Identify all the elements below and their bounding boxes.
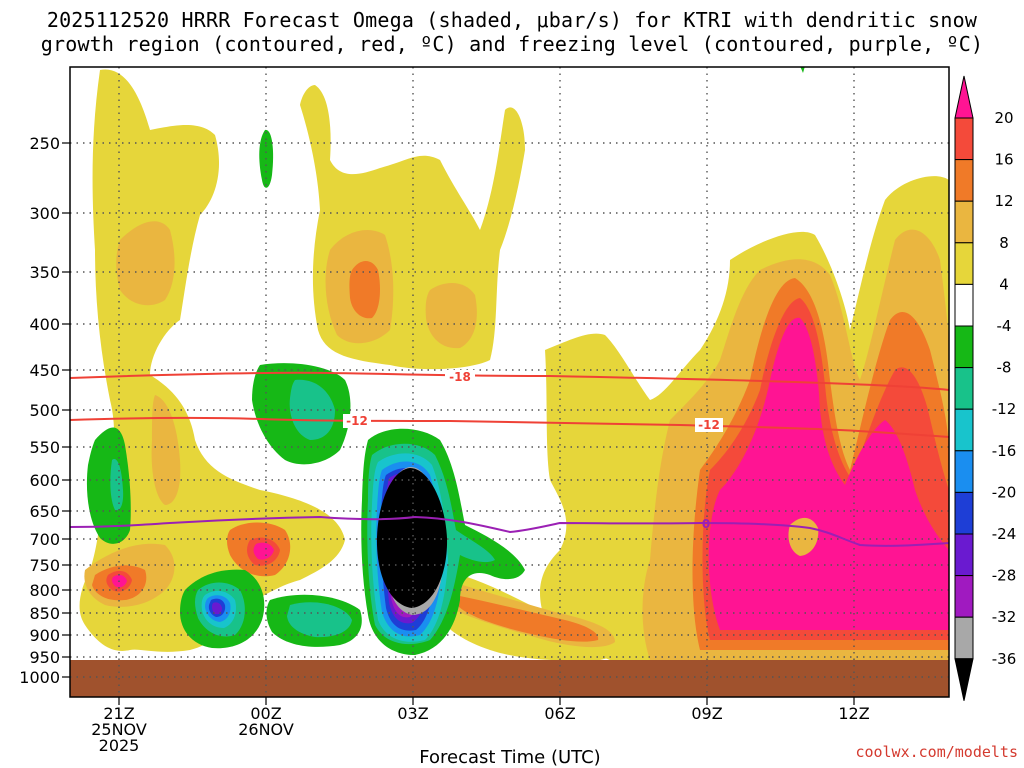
colorbar-label-8: -16: [992, 442, 1017, 460]
omega-region-black-core: [376, 468, 448, 608]
y-tick-label-500: 500: [29, 401, 60, 420]
contour-line-freezing-level: [69, 515, 950, 547]
x-tick-label-36-line-1: 12Z: [838, 704, 869, 723]
omega-region-gold-left-mid: [151, 395, 181, 505]
colorbar-label-5: -4: [997, 317, 1012, 335]
y-tick-label-250: 250: [29, 134, 60, 153]
colorbar-label-10: -24: [992, 525, 1017, 543]
contour-label-minus-18: -18: [449, 370, 471, 384]
colorbar-segment-2: [954, 159, 974, 202]
contour-label-minus-12-a: -12: [346, 414, 368, 428]
y-tick-label-1000: 1000: [19, 668, 60, 687]
colorbar-label-12: -32: [992, 608, 1017, 626]
y-tick-label-800: 800: [29, 581, 60, 600]
y-tick-label-850: 850: [29, 604, 60, 623]
plot-frame: [69, 66, 950, 698]
y-tick-label-300: 300: [29, 204, 60, 223]
omega-region-green-left: [86, 427, 131, 544]
colorbar-segment-3: [954, 200, 974, 244]
y-tick-label-400: 400: [29, 315, 60, 334]
omega-region-yellow-left: [79, 69, 346, 652]
colorbar-segment-8: [954, 408, 974, 452]
chart-title-line-1: 2025112520 HRRR Forecast Omega (shaded, …: [46, 8, 978, 32]
omega-region-gold-upper-left: [116, 221, 175, 306]
omega-region-magenta-right: [708, 317, 949, 630]
contour-label-freezing-level: 0: [702, 517, 710, 531]
y-tick-label-900: 900: [29, 626, 60, 645]
ground-below-surface: [70, 660, 949, 697]
colorbar-segment-9: [954, 450, 974, 493]
omega-region-teal-mid-upper: [289, 379, 335, 440]
colorbar-label-6: -8: [997, 359, 1012, 377]
y-tick-label-650: 650: [29, 502, 60, 521]
colorbar-segment-bottom: [954, 658, 974, 701]
chart-title-line-2: growth region (contoured, red, ºC) and f…: [40, 32, 984, 56]
y-tick-label-350: 350: [29, 263, 60, 282]
colorbar-segment-10: [954, 491, 974, 535]
colorbar-label-11: -28: [992, 567, 1017, 585]
x-tick-label-21-line-3: 2025: [99, 736, 140, 755]
omega-region-purple-lower-left: [211, 602, 222, 615]
y-tick-label-600: 600: [29, 471, 60, 490]
x-tick-label-24-line-1: 00Z: [250, 704, 281, 723]
colorbar-segment-5: [954, 283, 974, 327]
colorbar-segment-12: [954, 575, 974, 618]
colorbar-segment-1: [954, 117, 974, 161]
omega-region-teal-lower-mid: [287, 602, 352, 638]
contours: [69, 371, 950, 547]
contour-line-minus-12: [69, 416, 950, 438]
colorbar: 20 16 12 8 4 -4 -8 -12 -16 -20 -24 -28 -32 -36: [954, 75, 1017, 701]
y-tick-label-950: 950: [29, 648, 60, 667]
y-tick-label-750: 750: [29, 556, 60, 575]
x-tick-label-21-line-1: 21Z: [103, 704, 134, 723]
contour-label-minus-12-b: -12: [698, 418, 720, 432]
chart-title: 2025112520 HRRR Forecast Omega (shaded, …: [0, 8, 1024, 56]
colorbar-segment-11: [954, 533, 974, 577]
omega-region-orange-mid-bottom: [455, 595, 599, 642]
colorbar-segment-13: [954, 616, 974, 660]
contour-labels: -18 -12 -12 0: [343, 370, 723, 531]
colorbar-label-4: 4: [999, 275, 1009, 293]
colorbar-label-3: 8: [999, 234, 1009, 252]
contour-label-box-minus-18: [445, 370, 475, 384]
x-tick-label-27-line-1: 03Z: [397, 704, 428, 723]
y-tick-label-700: 700: [29, 530, 60, 549]
colorbar-label-2: 12: [994, 192, 1013, 210]
contour-line-minus-18: [69, 371, 950, 391]
omega-region-magenta-mid-low: [253, 542, 274, 560]
colorbar-segment-6: [954, 325, 974, 369]
credit-link[interactable]: coolwx.com/modelts: [855, 743, 1018, 761]
x-tick-label-30-line-1: 06Z: [544, 704, 575, 723]
colorbar-segment-4: [954, 242, 974, 285]
colorbar-label-7: -12: [992, 400, 1017, 418]
y-tick-label-550: 550: [29, 438, 60, 457]
omega-region-orange-upper: [349, 261, 380, 319]
contour-label-box-minus-12-a: [343, 414, 371, 428]
x-tick-label-33-line-1: 09Z: [691, 704, 722, 723]
gridlines: [70, 67, 949, 697]
contour-label-box-minus-12-b: [695, 418, 723, 432]
colorbar-segment-top: [954, 75, 974, 119]
x-tick-label-21-line-2: 25NOV: [91, 720, 147, 739]
omega-region-green-top-right: [800, 67, 805, 73]
y-tick-label-450: 450: [29, 361, 60, 380]
omega-region-gold-upper-mid-2: [425, 283, 477, 349]
colorbar-label-1: 16: [994, 151, 1013, 169]
colorbar-label-9: -20: [992, 483, 1017, 501]
colorbar-label-0: 20: [994, 109, 1013, 127]
omega-region-teal-left: [110, 459, 124, 511]
omega-field: [79, 67, 949, 661]
colorbar-segment-7: [954, 367, 974, 410]
x-axis-title: Forecast Time (UTC): [419, 747, 600, 768]
y-axis: 250 300 350 400 450 500 550 600 650 700 750 800 850 9…: [19, 134, 70, 687]
x-tick-label-24-line-2: 26NOV: [238, 720, 294, 739]
colorbar-label-13: -36: [992, 650, 1017, 668]
